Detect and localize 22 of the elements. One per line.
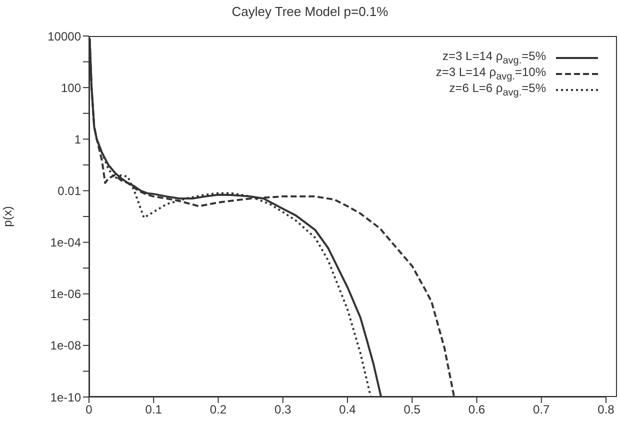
y-tick-label: 1e-10 bbox=[50, 390, 82, 404]
x-tick-label: 0.3 bbox=[274, 402, 292, 417]
y-tick-label: 10000 bbox=[48, 29, 82, 44]
x-tick-label: 0 bbox=[86, 402, 93, 417]
x-tick-label: 0.7 bbox=[533, 402, 550, 417]
y-tick-label: 1e-06 bbox=[50, 287, 82, 302]
y-tick-label: 100 bbox=[60, 80, 82, 95]
legend-label: z=3 L=14 ρ$_{avg.}$=5% bbox=[442, 49, 546, 67]
legend-label: z=3 L=14 ρ$_{avg.}$=10% bbox=[436, 65, 546, 83]
x-tick-label: 0.6 bbox=[468, 402, 486, 417]
x-tick-label: 0.2 bbox=[210, 402, 227, 417]
chart-title: Cayley Tree Model p=0.1% bbox=[230, 4, 390, 19]
legend-label: z=6 L=6 ρ$_{avg.}$=5% bbox=[449, 81, 546, 99]
x-tick-label: 0.1 bbox=[145, 402, 162, 417]
y-tick-label: 1 bbox=[74, 132, 82, 146]
y-axis-title: p(x) bbox=[0, 206, 14, 227]
y-tick-label: 1e-08 bbox=[50, 338, 82, 353]
y-tick-label: 1e-04 bbox=[50, 236, 82, 250]
x-tick-label: 0.5 bbox=[404, 402, 421, 417]
x-tick-label: 0.8 bbox=[598, 402, 615, 417]
y-tick-label: 0.01 bbox=[58, 184, 82, 198]
x-tick-label: 0.4 bbox=[339, 402, 356, 417]
